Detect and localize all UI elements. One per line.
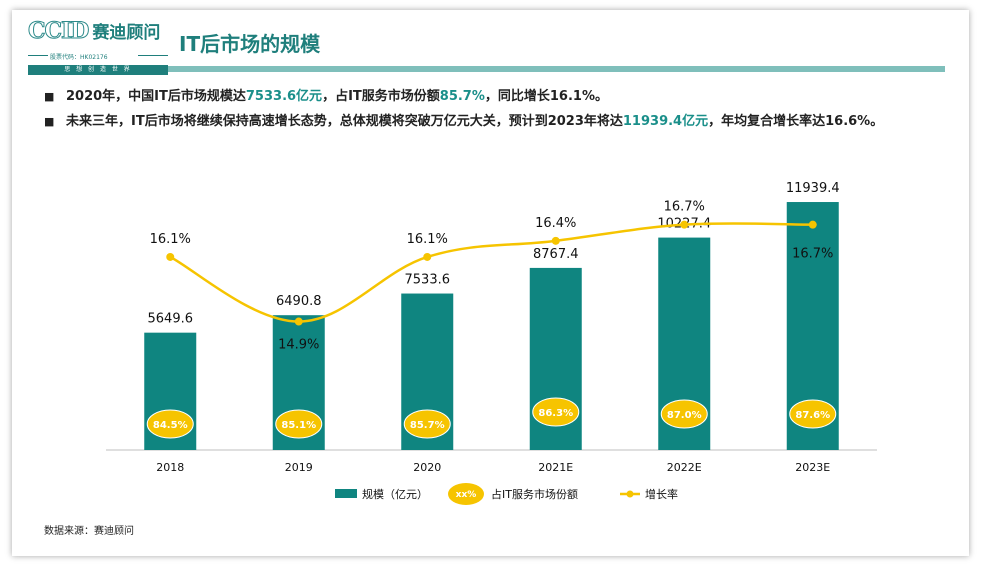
growth-rate-line bbox=[169, 222, 813, 323]
logo-company-name: 赛迪顾问 bbox=[92, 23, 161, 43]
legend-label: 占IT服务市场份额 bbox=[491, 487, 578, 501]
share-label: 85.7% bbox=[410, 420, 445, 431]
bar-value-label: 8767.4 bbox=[533, 247, 579, 262]
growth-rate-label: 16.7% bbox=[792, 247, 833, 262]
share-label: 86.3% bbox=[538, 408, 573, 419]
share-label: 84.5% bbox=[153, 420, 188, 431]
share-ellipse bbox=[789, 399, 837, 429]
growth-rate-point bbox=[166, 252, 175, 261]
share-label: 85.1% bbox=[281, 420, 316, 431]
legend-label: 规模（亿元） bbox=[362, 487, 428, 501]
x-tick-label: 2019 bbox=[285, 461, 313, 474]
logo-ccid-text: CCID bbox=[27, 18, 89, 45]
highlight-text: 85.7% bbox=[439, 89, 485, 104]
bullet-text-run: 2020年，中国IT后市场规模达 bbox=[66, 89, 246, 104]
bullet-text-1: 2020年，中国IT后市场规模达7533.6亿元，占IT服务市场份额85.7%，… bbox=[66, 84, 608, 109]
bullet-text-run: 未来三年，IT后市场将继续保持高速增长态势，总体规模将突破万亿元大关，预计到20… bbox=[66, 114, 623, 129]
bar-value-label: 6490.8 bbox=[276, 294, 322, 309]
logo-stock-code: 股票代码：HK02176 bbox=[50, 54, 108, 61]
data-source-note: 数据来源：赛迪顾问 bbox=[44, 526, 134, 537]
highlight-text: 11939.4亿元 bbox=[622, 114, 709, 129]
legend-label: 增长率 bbox=[645, 487, 678, 501]
share-ellipse bbox=[532, 397, 580, 427]
share-ellipse bbox=[275, 409, 323, 439]
x-tick-label: 2021E bbox=[538, 461, 573, 474]
growth-rate-label: 16.1% bbox=[150, 232, 191, 247]
bullet-text-2: 未来三年，IT后市场将继续保持高速增长态势，总体规模将突破万亿元大关，预计到20… bbox=[66, 109, 883, 134]
growth-rate-point bbox=[423, 252, 432, 261]
legend-ellipse-text: xx% bbox=[456, 490, 477, 500]
logo-slogan: 思 想 创 造 世 界 bbox=[28, 65, 168, 75]
page-title: IT后市场的规模 bbox=[179, 32, 321, 56]
bullet-square-icon: ■ bbox=[44, 90, 55, 103]
legend-bar-swatch bbox=[335, 489, 357, 498]
logo-divider-left bbox=[28, 55, 48, 56]
bullet-item-2: ■ 未来三年，IT后市场将继续保持高速增长态势，总体规模将突破万亿元大关，预计到… bbox=[44, 109, 944, 134]
bullet-list: ■ 2020年，中国IT后市场规模达7533.6亿元，占IT服务市场份额85.7… bbox=[44, 84, 944, 134]
growth-rate-label: 16.4% bbox=[535, 216, 576, 231]
share-label: 87.0% bbox=[667, 410, 702, 421]
x-tick-label: 2018 bbox=[156, 461, 184, 474]
growth-rate-point bbox=[294, 317, 303, 326]
share-label: 87.6% bbox=[795, 410, 830, 421]
bar-value-label: 5649.6 bbox=[148, 312, 194, 327]
bullet-item-1: ■ 2020年，中国IT后市场规模达7533.6亿元，占IT服务市场份额85.7… bbox=[44, 84, 944, 109]
bullet-square-icon: ■ bbox=[44, 115, 55, 128]
x-tick-label: 2020 bbox=[413, 461, 441, 474]
bullet-text-run: ，同比增长16.1%。 bbox=[484, 89, 608, 104]
growth-rate-point bbox=[680, 220, 689, 229]
share-ellipse bbox=[403, 409, 451, 439]
share-ellipse bbox=[660, 399, 708, 429]
legend-line-marker bbox=[626, 490, 634, 498]
share-ellipse bbox=[146, 409, 194, 439]
growth-rate-point bbox=[551, 236, 560, 245]
ccid-logo: CCID 赛迪顾问 股票代码：HK02176 思 想 创 造 世 界 bbox=[27, 18, 168, 76]
bar-value-label: 11939.4 bbox=[786, 181, 840, 196]
bullet-text-run: ，年均复合增长率达16.6%。 bbox=[708, 114, 884, 129]
legend-ellipse-swatch bbox=[448, 483, 484, 505]
highlight-text: 7533.6亿元 bbox=[245, 89, 323, 104]
x-tick-label: 2022E bbox=[667, 461, 702, 474]
x-tick-label: 2023E bbox=[795, 461, 830, 474]
growth-rate-label: 16.7% bbox=[664, 200, 705, 215]
logo-divider-right bbox=[138, 55, 168, 56]
growth-rate-label: 14.9% bbox=[278, 338, 319, 353]
bar-value-label: 7533.6 bbox=[405, 273, 451, 288]
growth-rate-point bbox=[808, 220, 817, 229]
bullet-text-run: ，占IT服务市场份额 bbox=[322, 89, 440, 104]
growth-rate-label: 16.1% bbox=[407, 232, 448, 247]
header-accent-bar bbox=[168, 66, 945, 72]
